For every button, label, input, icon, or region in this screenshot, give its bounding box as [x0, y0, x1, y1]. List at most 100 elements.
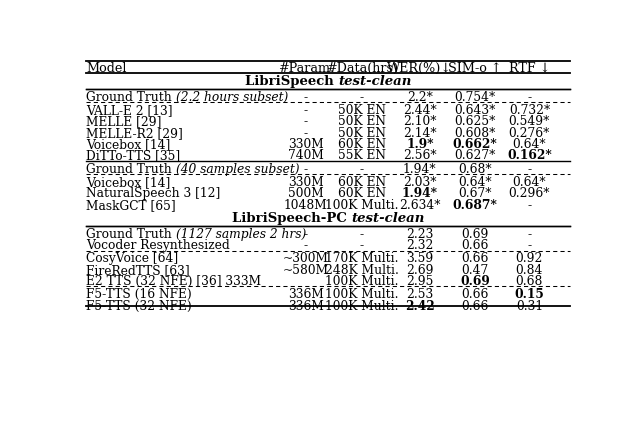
Text: 0.66: 0.66 — [461, 288, 488, 301]
Text: -: - — [527, 239, 531, 252]
Text: 0.68*: 0.68* — [458, 163, 492, 176]
Text: MaskGCT [65]: MaskGCT [65] — [86, 199, 175, 211]
Text: 0.67*: 0.67* — [458, 187, 492, 200]
Text: 740M: 740M — [288, 149, 324, 163]
Text: #Data(hrs): #Data(hrs) — [326, 62, 398, 75]
Text: Voicebox [14]: Voicebox [14] — [86, 138, 170, 151]
Text: 0.627*: 0.627* — [454, 149, 495, 163]
Text: CosyVoice [64]: CosyVoice [64] — [86, 252, 178, 266]
Text: 0.15: 0.15 — [515, 288, 544, 301]
Text: 336M: 336M — [288, 299, 324, 313]
Text: NaturalSpeech 3 [12]: NaturalSpeech 3 [12] — [86, 187, 220, 200]
Text: -: - — [303, 104, 308, 117]
Text: 0.296*: 0.296* — [509, 187, 550, 200]
Text: -: - — [303, 239, 308, 252]
Text: 0.549*: 0.549* — [509, 115, 550, 128]
Text: 100K Multi.: 100K Multi. — [325, 299, 399, 313]
Text: 0.162*: 0.162* — [507, 149, 552, 163]
Text: LibriSpeech-PC: LibriSpeech-PC — [232, 212, 351, 225]
Text: 2.10*: 2.10* — [403, 115, 436, 128]
Text: 0.66: 0.66 — [461, 252, 488, 266]
Text: 0.47: 0.47 — [461, 264, 488, 277]
Text: 60K EN: 60K EN — [338, 138, 386, 151]
Text: F5-TTS (32 NFE): F5-TTS (32 NFE) — [86, 299, 192, 313]
Text: 336M: 336M — [288, 288, 324, 301]
Text: 0.625*: 0.625* — [454, 115, 495, 128]
Text: 0.64*: 0.64* — [513, 138, 546, 151]
Text: 0.66: 0.66 — [461, 299, 488, 313]
Text: -: - — [303, 163, 308, 176]
Text: -: - — [527, 163, 531, 176]
Text: 2.69: 2.69 — [406, 264, 433, 277]
Text: -: - — [303, 228, 308, 241]
Text: -: - — [303, 115, 308, 128]
Text: 2.56*: 2.56* — [403, 149, 436, 163]
Text: FireRedTTS [63]: FireRedTTS [63] — [86, 264, 189, 277]
Text: 0.64*: 0.64* — [513, 176, 546, 189]
Text: 100K Multi.: 100K Multi. — [325, 275, 399, 288]
Text: 2.14*: 2.14* — [403, 127, 436, 140]
Text: 500M: 500M — [288, 187, 324, 200]
Text: 248K Multi.: 248K Multi. — [324, 264, 399, 277]
Text: (2.2 hours subset): (2.2 hours subset) — [175, 91, 288, 104]
Text: 1.9*: 1.9* — [406, 138, 433, 151]
Text: 2.03*: 2.03* — [403, 176, 436, 189]
Text: VALL-E 2 [13]: VALL-E 2 [13] — [86, 104, 172, 117]
Text: 0.69: 0.69 — [461, 228, 488, 241]
Text: Model: Model — [86, 62, 127, 75]
Text: 0.69: 0.69 — [460, 275, 490, 288]
Text: 0.84: 0.84 — [516, 264, 543, 277]
Text: 0.754*: 0.754* — [454, 91, 495, 104]
Text: Voicebox [14]: Voicebox [14] — [86, 176, 170, 189]
Text: 60K EN: 60K EN — [338, 176, 386, 189]
Text: 1.94*: 1.94* — [403, 163, 436, 176]
Text: -: - — [303, 127, 308, 140]
Text: 50K EN: 50K EN — [338, 127, 386, 140]
Text: 2.44*: 2.44* — [403, 104, 436, 117]
Text: -: - — [360, 163, 364, 176]
Text: ~580M: ~580M — [283, 264, 329, 277]
Text: 170K Multi.: 170K Multi. — [325, 252, 399, 266]
Text: 0.66: 0.66 — [461, 239, 488, 252]
Text: 2.634*: 2.634* — [399, 199, 440, 211]
Text: WER(%)↓: WER(%)↓ — [387, 62, 452, 75]
Text: -: - — [360, 239, 364, 252]
Text: 1048M: 1048M — [284, 199, 328, 211]
Text: 2.95: 2.95 — [406, 275, 433, 288]
Text: SIM-o ↑: SIM-o ↑ — [448, 62, 502, 75]
Text: 50K EN: 50K EN — [338, 104, 386, 117]
Text: 0.662*: 0.662* — [452, 138, 497, 151]
Text: DiTTo-TTS [35]: DiTTo-TTS [35] — [86, 149, 180, 163]
Text: Vocoder Resynthesized: Vocoder Resynthesized — [86, 239, 230, 252]
Text: 0.276*: 0.276* — [509, 127, 550, 140]
Text: 330M: 330M — [288, 176, 324, 189]
Text: -: - — [527, 199, 531, 211]
Text: (1127 samples 2 hrs): (1127 samples 2 hrs) — [175, 228, 306, 241]
Text: 0.64*: 0.64* — [458, 176, 492, 189]
Text: RTF ↓: RTF ↓ — [509, 62, 550, 75]
Text: #Param.: #Param. — [278, 62, 333, 75]
Text: 2.53: 2.53 — [406, 288, 433, 301]
Text: 50K EN: 50K EN — [338, 115, 386, 128]
Text: -: - — [527, 91, 531, 104]
Text: 0.68: 0.68 — [516, 275, 543, 288]
Text: Ground Truth: Ground Truth — [86, 163, 175, 176]
Text: 100K Multi.: 100K Multi. — [325, 199, 399, 211]
Text: 2.32: 2.32 — [406, 239, 433, 252]
Text: (40 samples subset): (40 samples subset) — [175, 163, 299, 176]
Text: -: - — [527, 228, 531, 241]
Text: 0.687*: 0.687* — [452, 199, 497, 211]
Text: 3.59: 3.59 — [406, 252, 433, 266]
Text: test-clean: test-clean — [351, 212, 424, 225]
Text: 2.2*: 2.2* — [407, 91, 433, 104]
Text: 60K EN: 60K EN — [338, 187, 386, 200]
Text: -: - — [303, 91, 308, 104]
Text: LibriSpeech: LibriSpeech — [244, 75, 338, 88]
Text: ~300M: ~300M — [283, 252, 329, 266]
Text: F5-TTS (16 NFE): F5-TTS (16 NFE) — [86, 288, 192, 301]
Text: 0.92: 0.92 — [516, 252, 543, 266]
Text: MELLE-R2 [29]: MELLE-R2 [29] — [86, 127, 182, 140]
Text: 55K EN: 55K EN — [338, 149, 386, 163]
Text: 2.23: 2.23 — [406, 228, 433, 241]
Text: 0.31: 0.31 — [516, 299, 543, 313]
